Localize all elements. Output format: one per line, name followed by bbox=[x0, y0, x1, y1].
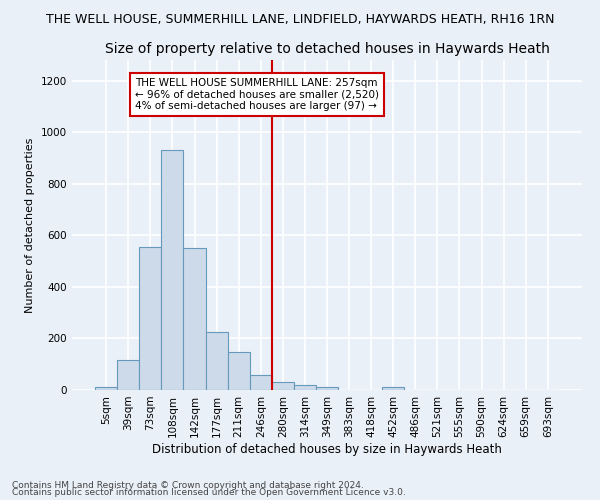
X-axis label: Distribution of detached houses by size in Haywards Heath: Distribution of detached houses by size … bbox=[152, 442, 502, 456]
Text: Contains public sector information licensed under the Open Government Licence v3: Contains public sector information licen… bbox=[12, 488, 406, 497]
Text: Contains HM Land Registry data © Crown copyright and database right 2024.: Contains HM Land Registry data © Crown c… bbox=[12, 480, 364, 490]
Bar bbox=[184, 248, 206, 390]
Title: Size of property relative to detached houses in Haywards Heath: Size of property relative to detached ho… bbox=[104, 42, 550, 56]
Bar bbox=[161, 150, 184, 390]
Bar bbox=[117, 360, 139, 390]
Text: THE WELL HOUSE, SUMMERHILL LANE, LINDFIELD, HAYWARDS HEATH, RH16 1RN: THE WELL HOUSE, SUMMERHILL LANE, LINDFIE… bbox=[46, 12, 554, 26]
Text: THE WELL HOUSE SUMMERHILL LANE: 257sqm
← 96% of detached houses are smaller (2,5: THE WELL HOUSE SUMMERHILL LANE: 257sqm ←… bbox=[135, 78, 379, 111]
Bar bbox=[294, 385, 316, 390]
Bar bbox=[382, 388, 404, 390]
Bar bbox=[95, 388, 117, 390]
Bar bbox=[227, 352, 250, 390]
Y-axis label: Number of detached properties: Number of detached properties bbox=[25, 138, 35, 312]
Bar bbox=[316, 388, 338, 390]
Bar bbox=[272, 382, 294, 390]
Bar bbox=[139, 247, 161, 390]
Bar bbox=[250, 376, 272, 390]
Bar bbox=[206, 332, 227, 390]
